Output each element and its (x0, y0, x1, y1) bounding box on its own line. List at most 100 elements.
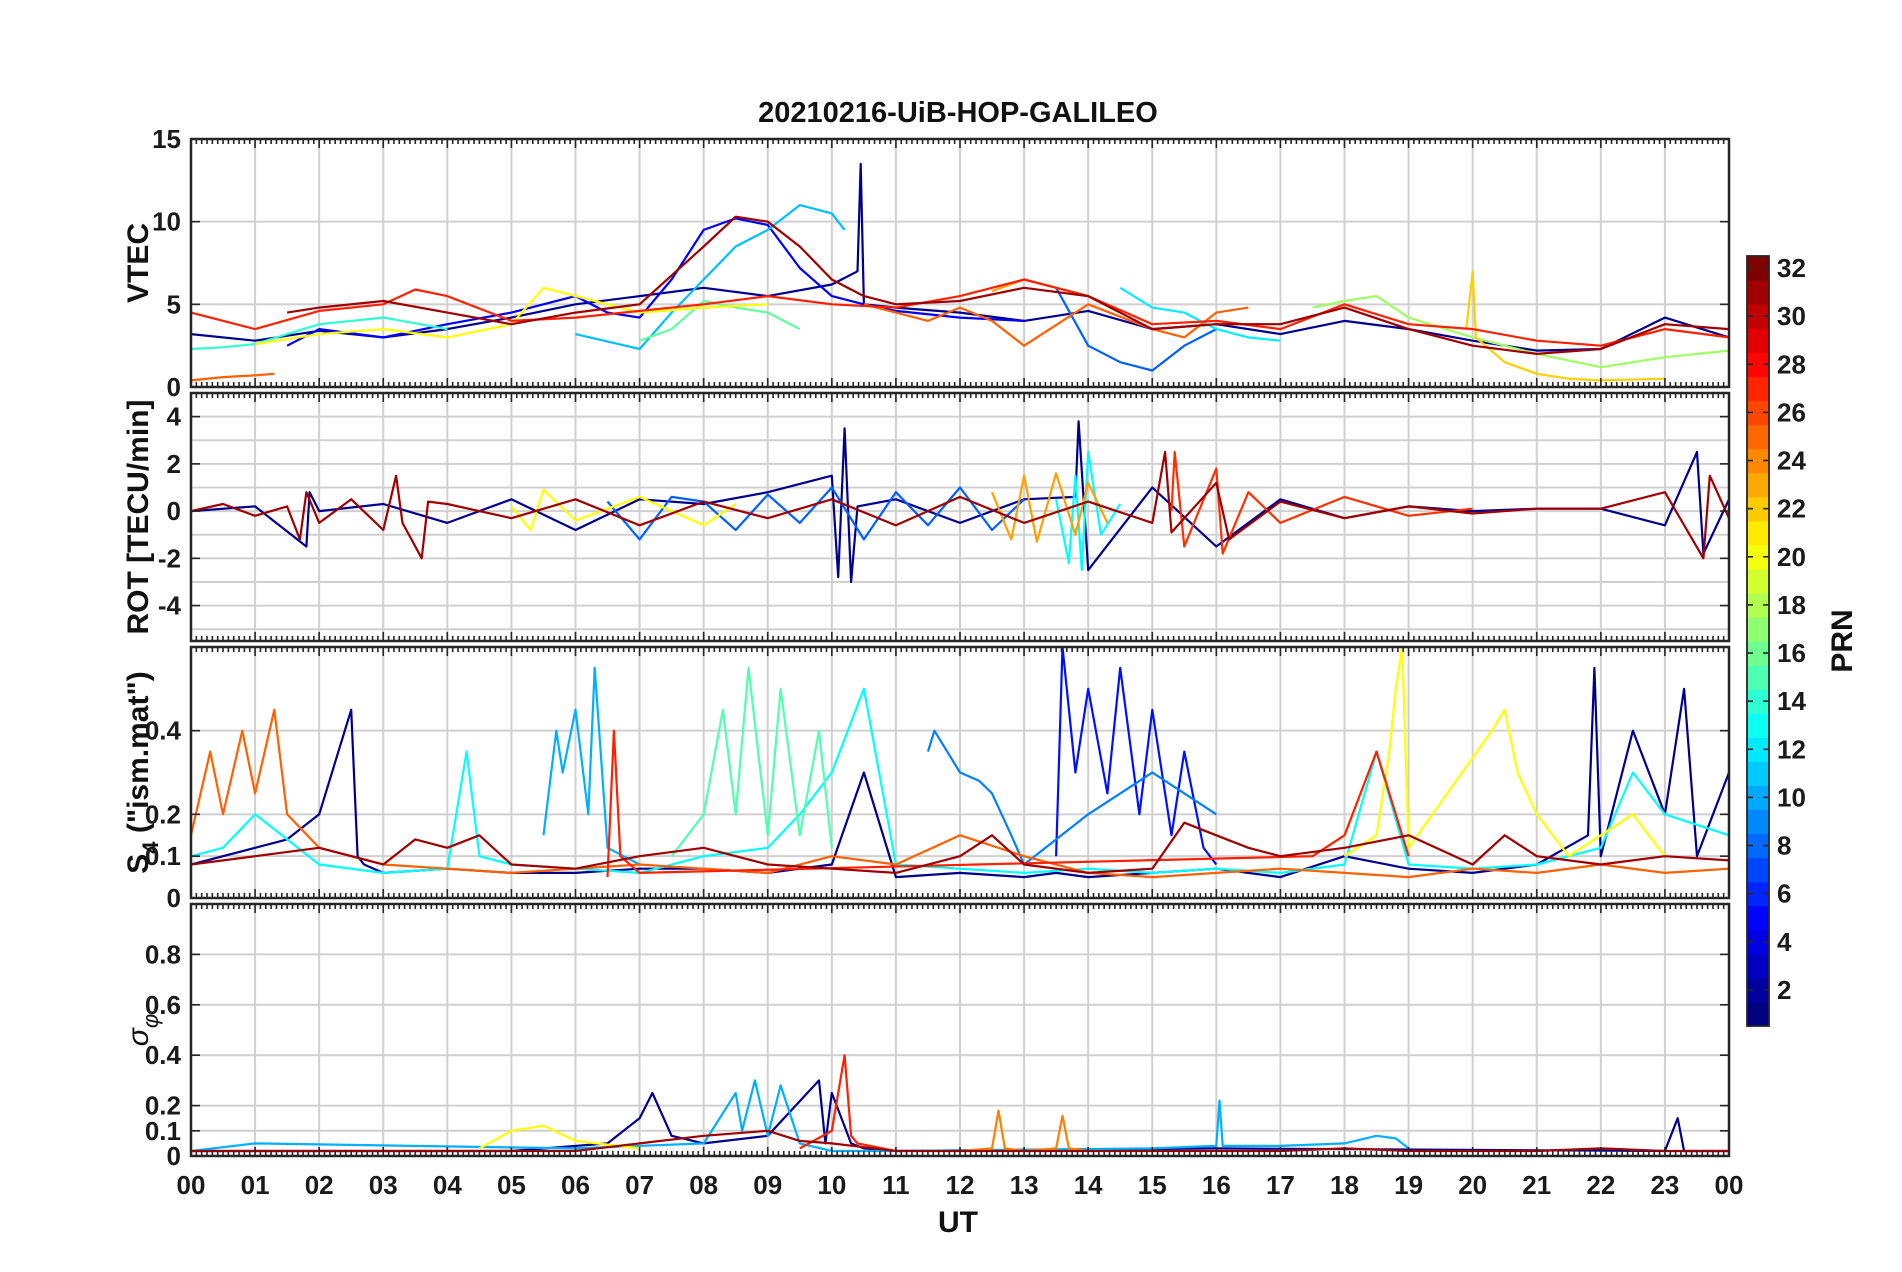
colorbar-segment (1747, 641, 1769, 666)
y-tick-label: -2 (158, 543, 181, 573)
series-line (254, 286, 768, 346)
colorbar-segment (1747, 761, 1769, 786)
y-tick-label: 10 (152, 207, 181, 237)
colorbar-segment (1747, 520, 1769, 546)
series-line (606, 729, 1410, 878)
series-line (191, 666, 1729, 879)
y-tick-label: 0.8 (145, 939, 181, 969)
y-tick-label: 0 (167, 883, 181, 913)
x-tick-label: 22 (1586, 1170, 1615, 1200)
x-tick-label: 01 (241, 1170, 270, 1200)
x-tick-label: 23 (1650, 1170, 1679, 1200)
series-line (542, 666, 641, 866)
colorbar-tick-label: 28 (1777, 349, 1806, 379)
colorbar-tick-label: 26 (1777, 397, 1806, 427)
colorbar-segment (1747, 376, 1769, 401)
series-line (1312, 295, 1729, 369)
x-tick-label: 06 (561, 1170, 590, 1200)
series-line (510, 488, 737, 532)
y-tick-label: 0.1 (145, 1116, 181, 1146)
colorbar-segment (1747, 665, 1769, 690)
x-tick-label: 21 (1522, 1170, 1551, 1200)
colorbar-segment (1747, 304, 1769, 329)
series-line (926, 729, 1217, 866)
series-line (670, 666, 833, 857)
colorbar-tick-label: 22 (1777, 494, 1806, 524)
x-tick-label: 10 (817, 1170, 846, 1200)
colorbar-tick-label: 32 (1777, 253, 1806, 283)
colorbar-tick-label: 30 (1777, 301, 1806, 331)
colorbar-segment (1747, 737, 1769, 762)
colorbar-tick-label: 18 (1777, 590, 1806, 620)
colorbar-tick-label: 6 (1777, 879, 1791, 909)
x-tick-label: 02 (305, 1170, 334, 1200)
colorbar-segment (1747, 616, 1769, 642)
x-tick-label: 12 (946, 1170, 975, 1200)
series-line (286, 215, 1729, 355)
series-line (863, 303, 1249, 347)
y-tick-label: 0.2 (145, 799, 181, 829)
colorbar-segment (1747, 1001, 1769, 1027)
panel-4: 00.10.2 0.4 0.6 0.8 σφ (122, 902, 1731, 1171)
series-line (191, 687, 1729, 875)
x-tick-label: 13 (1010, 1170, 1039, 1200)
y-tick-label: 0 (167, 1141, 181, 1171)
series-line (1055, 450, 1122, 572)
y-tick-label: 4 (167, 402, 182, 432)
colorbar-segment (1747, 424, 1769, 450)
colorbar-segment (1747, 905, 1769, 931)
colorbar-label: PRN (1826, 609, 1859, 672)
colorbar-frame (1746, 255, 1770, 1027)
colorbar-tick-label: 12 (1777, 734, 1806, 764)
x-tick-label: 11 (882, 1170, 910, 1200)
y-axis-label: ROT [TECU/min] (122, 400, 155, 635)
colorbar-segment (1747, 256, 1769, 281)
colorbar-segment (1747, 881, 1769, 907)
series-line (799, 1054, 897, 1153)
series-line (1170, 450, 1473, 555)
colorbar-segment (1747, 472, 1769, 498)
colorbar-segment (1747, 400, 1769, 426)
colorbar-tick-label: 24 (1777, 446, 1806, 476)
colorbar-segment (1747, 857, 1769, 883)
x-tick-label: 04 (433, 1170, 462, 1200)
colorbar-segment (1747, 785, 1769, 811)
series-line (191, 316, 448, 351)
colorbar-segment (1747, 448, 1769, 474)
y-tick-label: 0.6 (145, 990, 181, 1020)
series-group (191, 647, 1729, 879)
colorbar-tick-label: 8 (1777, 831, 1791, 861)
colorbar-segment (1747, 833, 1769, 859)
series-line (1055, 287, 1217, 372)
series-line (606, 486, 1025, 541)
series-line (191, 372, 275, 382)
y-axis-label: S4 ("ism.mat") (122, 671, 163, 873)
colorbar-tick-label: 10 (1777, 782, 1806, 812)
colorbar-segment (1747, 568, 1769, 594)
x-tick-label: 08 (689, 1170, 718, 1200)
y-tick-label: 2 (167, 449, 181, 479)
x-tick-label: 20 (1458, 1170, 1487, 1200)
series-line (1343, 647, 1666, 858)
colorbar-segment (1747, 809, 1769, 835)
colorbar-segment (1747, 953, 1769, 979)
x-tick-label: 14 (1074, 1170, 1103, 1200)
x-tick-label: 03 (369, 1170, 398, 1200)
y-tick-label: 0.2 (145, 1091, 181, 1121)
x-axis-label: UT (938, 1206, 978, 1239)
series-group (191, 420, 1729, 584)
series-line (191, 450, 1729, 560)
x-tick-label: 07 (625, 1170, 654, 1200)
y-tick-label: 0.4 (145, 716, 182, 746)
x-tick-label: 15 (1138, 1170, 1167, 1200)
series-line (1465, 270, 1665, 382)
colorbar-tick-label: 20 (1777, 542, 1806, 572)
y-tick-label: 0 (167, 372, 181, 402)
y-tick-label: 0.4 (145, 1040, 182, 1070)
x-tick-label: 16 (1202, 1170, 1231, 1200)
series-line (639, 299, 801, 342)
colorbar-tick-label: 16 (1777, 638, 1806, 668)
